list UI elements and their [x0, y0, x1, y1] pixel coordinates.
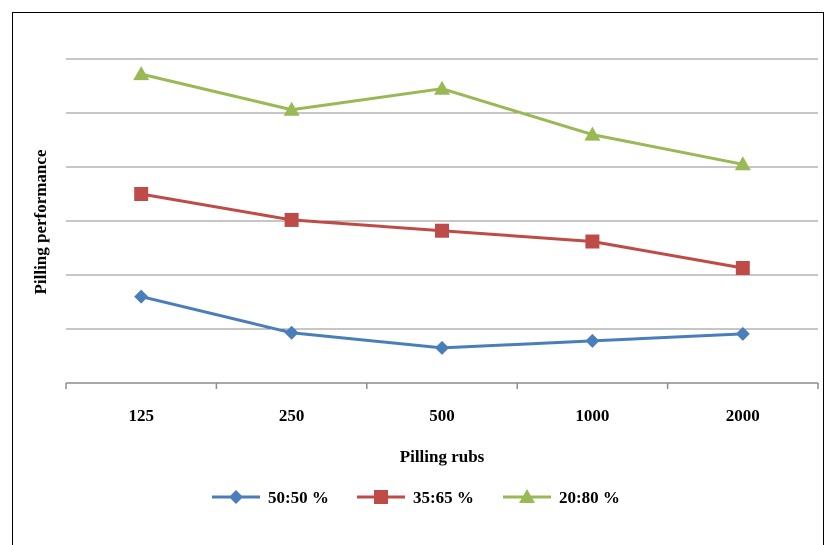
data-point: [284, 325, 299, 340]
data-point: [584, 126, 601, 141]
series-3: [133, 66, 751, 171]
data-point: [585, 333, 600, 348]
series-2: [134, 187, 750, 275]
legend-label: 35:65 %: [413, 488, 474, 507]
legend-item: 20:80 %: [503, 488, 620, 507]
x-tick-label: 1000: [575, 406, 609, 425]
legend-item: 50:50 %: [212, 488, 329, 507]
legend-marker: [519, 489, 535, 503]
x-tick-label: 250: [279, 406, 305, 425]
series-line: [140, 295, 743, 350]
legend: 50:50 % 35:65 % 20:80 %: [212, 488, 620, 507]
gridlines: [66, 58, 818, 330]
data-point: [134, 187, 149, 201]
data-point: [734, 156, 751, 171]
data-point: [435, 223, 449, 238]
legend-marker: [229, 490, 243, 504]
y-axis-label: Pilling performance: [31, 149, 50, 294]
series-1: [134, 289, 750, 355]
legend-label: 20:80 %: [559, 488, 620, 507]
x-axis-label: Pilling rubs: [400, 447, 485, 466]
data-point: [435, 340, 449, 355]
data-point: [283, 101, 300, 116]
x-tick-label: 125: [128, 406, 154, 425]
x-tick-labels: 125 250 500 1000 2000: [128, 406, 759, 425]
x-tick-label: 500: [429, 406, 455, 425]
chart-frame: [12, 12, 824, 545]
data-point: [133, 66, 150, 81]
data-point: [735, 326, 750, 341]
data-point: [134, 289, 149, 304]
legend-item: 35:65 %: [357, 488, 474, 507]
legend-label: 50:50 %: [268, 488, 329, 507]
x-tick-label: 2000: [726, 406, 760, 425]
data-point: [585, 234, 600, 249]
data-point: [284, 212, 299, 227]
series-lines: [133, 66, 751, 355]
data-point: [434, 80, 450, 95]
axes: [65, 382, 819, 389]
data-point: [735, 260, 750, 275]
legend-marker: [374, 490, 388, 504]
